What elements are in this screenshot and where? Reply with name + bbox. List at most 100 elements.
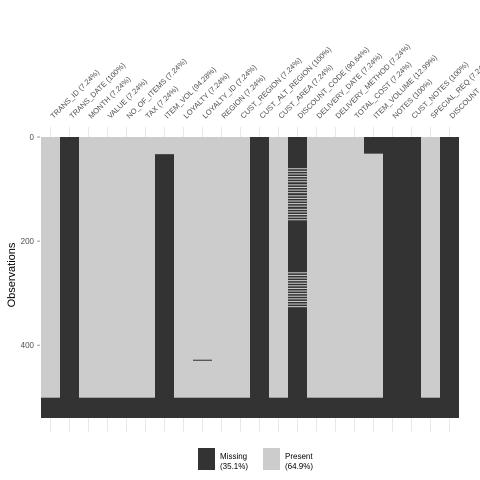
legend-label: Missing <box>220 452 247 461</box>
missing-cell <box>288 193 307 196</box>
y-tick-label: 0 <box>30 133 35 142</box>
present-cell <box>174 137 193 418</box>
present-cell <box>345 137 364 418</box>
missing-cell <box>288 291 307 294</box>
column-3 <box>98 137 117 418</box>
missing-cell <box>212 397 231 418</box>
missing-cell <box>288 169 307 171</box>
present-cell <box>79 137 98 418</box>
missing-cell <box>288 281 307 283</box>
missing-cell <box>60 137 79 418</box>
column-16 <box>345 137 364 418</box>
present-cell <box>98 137 117 418</box>
missing-cell <box>288 288 307 291</box>
missing-cell <box>288 204 307 206</box>
missing-cell <box>364 397 383 418</box>
missing-cell <box>288 215 307 217</box>
column-6 <box>155 137 174 418</box>
missing-cell <box>288 201 307 204</box>
missing-cell <box>288 171 307 174</box>
missing-cell <box>288 220 307 273</box>
column-14 <box>307 137 326 418</box>
missing-cell <box>307 397 326 418</box>
missing-cell <box>364 137 383 154</box>
missing-cell <box>288 185 307 187</box>
missing-cell <box>288 137 307 169</box>
missing-cell <box>136 397 155 418</box>
present-cell <box>193 137 212 418</box>
legend-label: Present <box>285 452 313 461</box>
present-cell <box>136 137 155 418</box>
missing-cell <box>288 179 307 182</box>
missing-cell <box>41 397 60 418</box>
legend-percent: (35.1%) <box>220 462 248 471</box>
missing-cell <box>79 397 98 418</box>
column-5 <box>136 137 155 418</box>
column-1 <box>60 137 79 418</box>
present-cell <box>326 137 345 418</box>
legend-item-missing: Missing(35.1%) <box>198 448 248 471</box>
y-tick-label: 200 <box>21 237 35 246</box>
missing-cell <box>288 278 307 281</box>
heatmap-cells <box>41 137 459 418</box>
present-cell <box>269 137 288 418</box>
missing-cell <box>288 296 307 299</box>
present-cell <box>231 137 250 418</box>
missing-cell <box>155 154 174 418</box>
missing-cell <box>231 397 250 418</box>
present-cell <box>117 137 136 418</box>
missing-cell <box>288 294 307 296</box>
missing-cell <box>288 273 307 275</box>
missing-cell <box>269 397 288 418</box>
missing-cell <box>193 397 212 418</box>
legend-swatch <box>263 448 280 470</box>
column-18 <box>383 137 402 418</box>
column-11 <box>250 137 269 418</box>
present-cell <box>364 137 383 418</box>
column-12 <box>269 137 288 418</box>
present-cell <box>421 137 440 418</box>
column-9 <box>212 137 231 418</box>
missing-cell <box>383 137 402 418</box>
missing-cell <box>288 212 307 215</box>
missing-cell <box>193 359 212 361</box>
column-20 <box>421 137 440 418</box>
missing-cell <box>402 137 421 418</box>
legend-swatch <box>198 448 215 470</box>
missing-cell <box>345 397 364 418</box>
missing-cell <box>288 275 307 278</box>
column-15 <box>326 137 345 418</box>
legend: Missing(35.1%) Present(64.9%) <box>198 448 313 471</box>
missing-cell <box>288 217 307 220</box>
column-10 <box>231 137 250 418</box>
missing-cell <box>288 286 307 288</box>
column-0 <box>41 137 60 418</box>
missing-cell <box>288 196 307 198</box>
y-axis-title: Observations <box>6 242 18 307</box>
missing-cell <box>174 397 193 418</box>
missing-cell <box>288 304 307 307</box>
column-4 <box>117 137 136 418</box>
column-13 <box>288 137 307 418</box>
legend-percent: (64.9%) <box>285 462 313 471</box>
missing-cell <box>288 187 307 190</box>
missing-cell <box>288 182 307 185</box>
missing-cell <box>288 206 307 209</box>
column-7 <box>174 137 193 418</box>
missing-cell <box>288 174 307 177</box>
missing-cell <box>421 397 440 418</box>
missing-cell <box>288 301 307 304</box>
present-cell <box>41 137 60 418</box>
missing-cell <box>250 137 269 418</box>
column-2 <box>79 137 98 418</box>
missing-cell <box>117 397 136 418</box>
missing-cell <box>288 209 307 212</box>
legend-item-present: Present(64.9%) <box>263 448 313 471</box>
missing-cell <box>288 299 307 301</box>
missing-cell <box>98 397 117 418</box>
column-19 <box>402 137 421 418</box>
column-8 <box>193 137 212 418</box>
present-cell <box>212 137 231 418</box>
column-17 <box>364 137 383 418</box>
